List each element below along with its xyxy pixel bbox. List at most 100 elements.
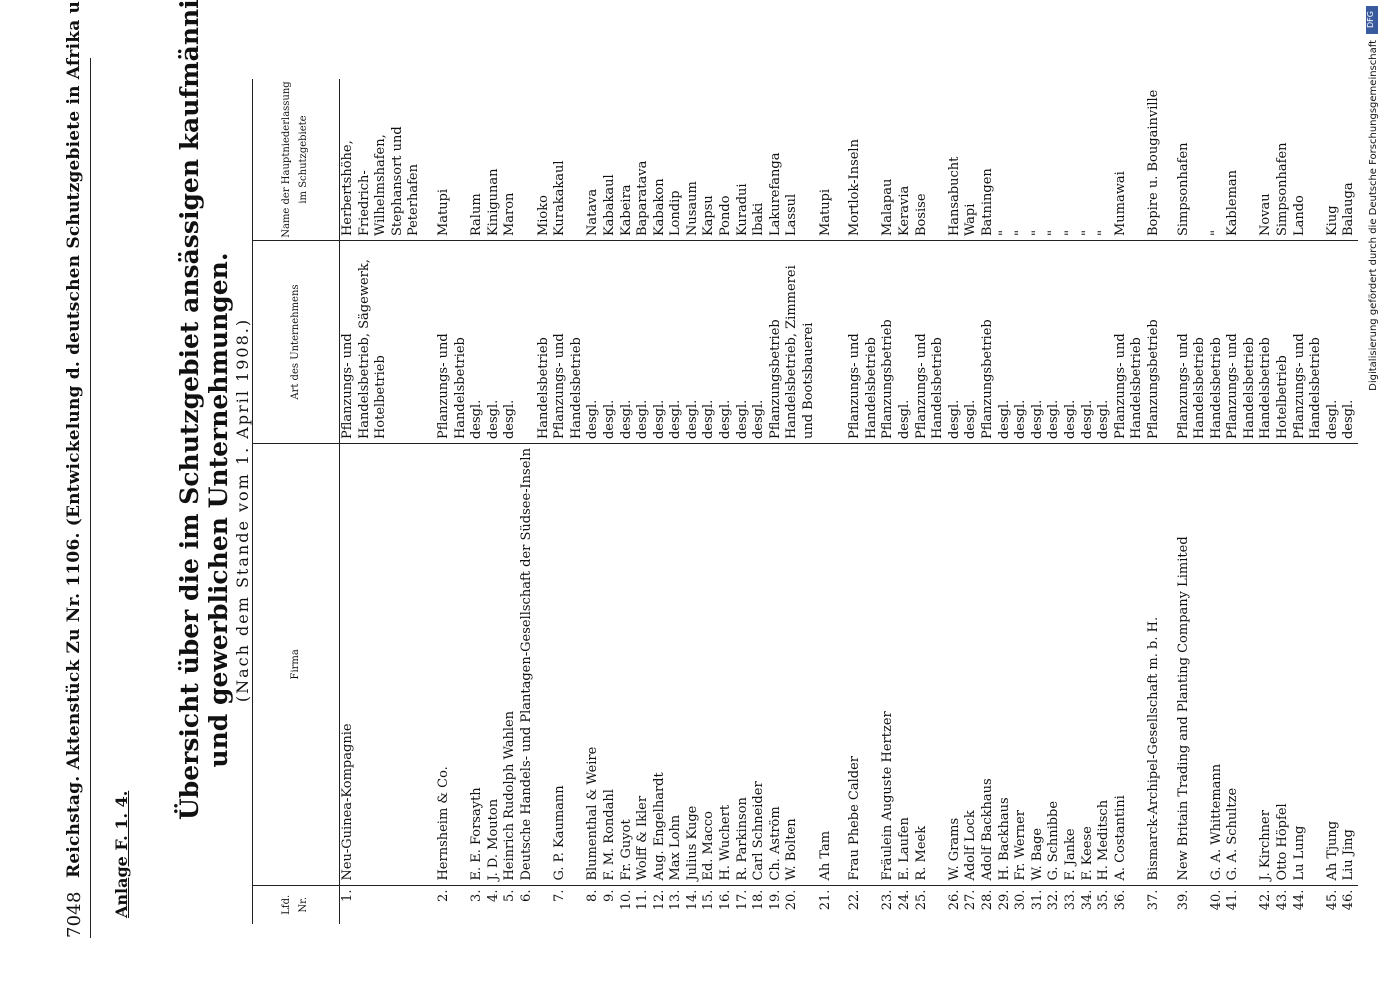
cell-ort: Keravia <box>897 79 914 241</box>
cell-firma: Deutsche Handels- und Plantagen-Gesellsc… <box>518 443 536 886</box>
cell-firma: J. Kirchner <box>1258 443 1276 886</box>
cell-ort: Natava <box>585 79 602 241</box>
table-row: 4. J. D. Mouton desgl. Kinigunan <box>485 79 503 924</box>
table-row: 25. R. Meek Pflanzungs- und Handelsbetrieb… <box>913 79 947 924</box>
cell-nr: 5. <box>502 889 518 902</box>
cell-firma: H. Backhaus <box>996 443 1014 886</box>
cell-art: desgl. <box>946 240 964 444</box>
cell-firma: H. Meditsch <box>1096 443 1113 886</box>
cell-art: desgl. <box>684 240 702 444</box>
cell-firma: R. Parkinson <box>734 443 752 886</box>
table-row: Handelsbetrieb Mioko <box>535 79 553 924</box>
table-row: 35. H. Meditsch desgl. " <box>1096 79 1113 924</box>
cell-firma: G. A. Whittemann <box>1208 443 1226 886</box>
page-number: 7048 <box>64 891 85 938</box>
cell-nr: 31. <box>1029 889 1045 911</box>
cell-firma: Carl Schneider <box>751 443 768 886</box>
cell-firma: G. P. Kaumann <box>552 443 586 886</box>
cell-ort: Bopire u. Bougainville <box>1145 79 1163 241</box>
cell-firma: Ch. Aström <box>767 443 785 886</box>
cell-firma: Ah Tjung <box>1324 443 1342 886</box>
cell-ort <box>518 79 536 241</box>
cell-nr: 24. <box>897 889 912 911</box>
cell-nr <box>423 885 436 924</box>
cell-firma: Blumenthal & Weire <box>585 443 602 886</box>
cell-nr <box>834 885 847 924</box>
cell-nr <box>1163 885 1176 924</box>
cell-art: desgl. <box>897 240 914 444</box>
cell-art: Pflanzungsbetrieb <box>767 240 785 444</box>
table-row: 10. Fr. Guyot desgl. Kabeira <box>618 79 636 924</box>
table-row: 11. Wolff & Ikler desgl. Baparatava <box>635 79 652 924</box>
cell-nr: 23. <box>880 889 896 911</box>
table-row: 28. Adolf Backhaus Pflanzungsbetrieb Batnin… <box>979 79 997 924</box>
table-row: 22. Frau Phebe Calder Pflanzungs- und Hand… <box>847 79 881 924</box>
cell-ort: Baparatava <box>635 79 652 241</box>
header-text: Reichstag. Aktenstück Zu Nr. 1106. (Entw… <box>64 0 84 878</box>
cell-firma: Julius Kuge <box>684 443 702 886</box>
cell-art: desgl. <box>485 240 503 444</box>
cell-ort: Lakurefanga <box>767 79 785 241</box>
cell-firma: Lu Lung <box>1291 443 1325 886</box>
document-title: Übersicht über die im Schutzgebiet ansäs… <box>175 0 252 820</box>
cell-art <box>518 240 536 444</box>
cell-art: Handelsbetrieb, Zimmerei und Bootsbauere… <box>784 240 818 444</box>
cell-nr: 2. <box>435 889 451 902</box>
cell-firma: Fr. Guyot <box>618 443 636 886</box>
cell-firma: Aug. Engelhardt <box>651 443 669 886</box>
cell-ort: " <box>1046 79 1063 241</box>
cell-art: desgl. <box>1046 240 1063 444</box>
table-row: 33. F. Janke desgl. " <box>1062 79 1080 924</box>
cell-art: desgl. <box>734 240 752 444</box>
running-header: 7048 Reichstag. Aktenstück Zu Nr. 1106. … <box>62 0 91 938</box>
table-row: 15. Ed. Macco desgl. Kapsu <box>701 79 719 924</box>
dfg-logo: DFG <box>1366 6 1378 34</box>
cell-nr: 29. <box>996 889 1012 911</box>
table-row: 3. E. E. Forsayth desgl. Ralum <box>469 79 486 924</box>
cell-ort: Mortlok-Inseln <box>847 79 881 241</box>
cell-ort: Hansabucht <box>946 79 964 241</box>
cell-nr: 16. <box>718 889 734 911</box>
cell-nr: 40. <box>1208 889 1224 911</box>
cell-art: Pflanzungs- und Handelsbetrieb, Sägewerk… <box>339 240 423 444</box>
cell-ort: Simpsonhafen <box>1275 79 1292 241</box>
cell-art: desgl. <box>1096 240 1113 444</box>
cell-nr: 4. <box>485 889 501 902</box>
cell-ort: Matupi <box>817 79 835 241</box>
cell-art: Pflanzungs- und Handelsbetrieb <box>435 240 470 444</box>
cell-nr: 34. <box>1079 889 1095 911</box>
cell-art: desgl. <box>1029 240 1047 444</box>
cell-nr: 7. <box>552 889 568 902</box>
cell-nr: 6. <box>518 889 534 902</box>
cell-art: Handelsbetrieb <box>1258 240 1276 444</box>
cell-nr: 10. <box>618 889 634 911</box>
table-row: 44. Lu Lung Pflanzungs- und Handelsbetrieb… <box>1291 79 1325 924</box>
table-row: 8. Blumenthal & Weire desgl. Natava <box>585 79 602 924</box>
cell-art: Handelsbetrieb <box>1208 240 1226 444</box>
table-row: 46. Liu Jing desgl. Balauga <box>1341 79 1359 924</box>
cell-firma: Max Lohn <box>668 443 685 886</box>
table-row: 20. W. Bolten Handelsbetrieb, Zimmerei und… <box>784 79 818 924</box>
cell-firma: F. Keese <box>1079 443 1097 886</box>
cell-ort: " <box>1013 79 1030 241</box>
table-body: 1. Neu-Guinea-Kompagnie Pflanzungs- und Ha… <box>339 79 1359 924</box>
table-row: 23. Fräulein Auguste Hertzer Pflanzungsbet… <box>880 79 897 924</box>
table-row: 5. Heinrich Rudolph Wahlen desgl. Maron <box>502 79 519 924</box>
cell-ort: Novau <box>1258 79 1276 241</box>
col-header-nr: Lfd. Nr. <box>252 885 340 924</box>
cell-art: Pflanzungs- und Handelsbetrieb <box>1291 240 1325 444</box>
digitization-note: Digitalisierung gefördert durch die Deut… <box>1368 40 1379 391</box>
cell-firma: W. Grams <box>946 443 964 886</box>
cell-nr: 3. <box>469 889 485 902</box>
cell-ort: Kurakakaul <box>552 79 586 241</box>
cell-nr: 1. <box>340 889 355 902</box>
cell-nr <box>536 885 553 924</box>
cell-nr: 20. <box>784 889 800 911</box>
cell-ort <box>1162 79 1176 241</box>
table-row: 1. Neu-Guinea-Kompagnie Pflanzungs- und Ha… <box>339 79 423 924</box>
col-header-firma: Firma <box>252 443 340 886</box>
title-line-1: Übersicht über die im Schutzgebiet ansäs… <box>175 0 204 820</box>
cell-ort: Kiug <box>1324 79 1342 241</box>
table-row: 19. Ch. Aström Pflanzungsbetrieb Lakurefang… <box>767 79 785 924</box>
